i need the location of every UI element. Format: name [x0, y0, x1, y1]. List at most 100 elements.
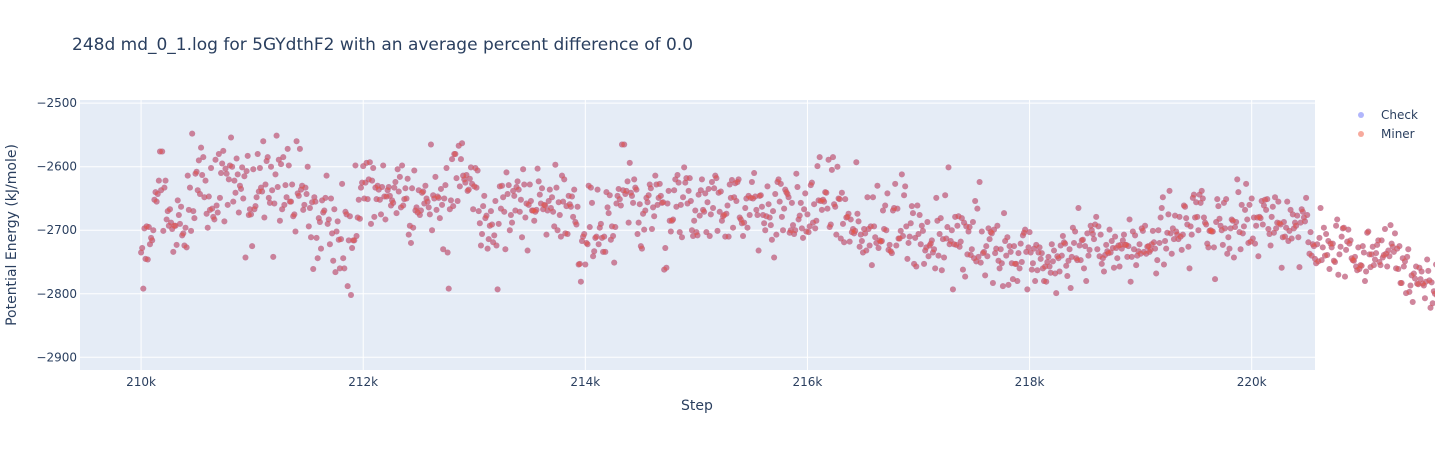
- data-point: [1059, 232, 1066, 239]
- data-point: [533, 206, 540, 213]
- data-point: [638, 245, 645, 252]
- data-point: [280, 154, 287, 161]
- data-point: [331, 206, 338, 213]
- legend-item-miner[interactable]: Miner: [1358, 127, 1415, 141]
- data-point: [1089, 231, 1096, 238]
- data-point: [713, 175, 720, 182]
- data-point: [303, 191, 310, 198]
- data-point: [761, 220, 768, 227]
- data-point: [751, 170, 758, 177]
- data-point: [768, 236, 775, 243]
- data-point: [1409, 299, 1416, 306]
- data-point: [1183, 215, 1190, 222]
- data-point: [555, 199, 562, 206]
- data-point: [1415, 281, 1422, 288]
- data-point: [370, 164, 377, 171]
- data-point: [366, 159, 373, 166]
- data-point: [1095, 223, 1102, 230]
- data-point: [1381, 225, 1388, 232]
- data-point: [1044, 259, 1051, 265]
- data-point: [340, 255, 347, 262]
- data-point: [1294, 212, 1301, 219]
- data-point: [216, 194, 223, 201]
- data-point: [1324, 252, 1331, 259]
- data-point: [998, 260, 1005, 267]
- data-point: [386, 192, 393, 199]
- data-point: [339, 180, 346, 187]
- data-point: [293, 138, 300, 145]
- data-point: [1071, 239, 1077, 246]
- y-tick-label: −2900: [36, 350, 77, 364]
- data-point: [1282, 233, 1289, 240]
- data-point: [968, 246, 975, 253]
- data-point: [832, 203, 839, 210]
- data-point: [742, 205, 749, 211]
- legend-item-check[interactable]: Check: [1358, 108, 1418, 122]
- data-point: [1076, 242, 1083, 249]
- data-point: [908, 203, 915, 210]
- legend-marker: [1358, 131, 1364, 137]
- data-point: [1048, 241, 1055, 248]
- data-point: [829, 154, 836, 161]
- data-point: [228, 134, 235, 141]
- data-point: [1378, 237, 1385, 244]
- data-point: [1239, 230, 1246, 237]
- data-point: [260, 138, 267, 145]
- data-point: [1203, 221, 1210, 228]
- data-point: [735, 176, 742, 183]
- data-point: [380, 162, 387, 169]
- data-point: [1345, 226, 1352, 233]
- data-point: [1133, 262, 1140, 269]
- data-point: [252, 203, 259, 210]
- data-point: [794, 184, 801, 191]
- data-point: [1167, 230, 1174, 237]
- data-point: [427, 141, 434, 148]
- data-point: [1235, 189, 1242, 196]
- data-point: [1233, 218, 1240, 225]
- data-point: [981, 248, 988, 255]
- data-point: [1152, 245, 1159, 252]
- data-point: [1371, 256, 1378, 263]
- data-point: [549, 194, 556, 201]
- data-point: [680, 194, 687, 201]
- data-point: [1114, 255, 1121, 262]
- data-point: [178, 203, 185, 210]
- data-point: [466, 175, 473, 182]
- data-point: [202, 177, 209, 184]
- data-point: [437, 185, 444, 192]
- data-point: [1157, 214, 1164, 221]
- data-point: [1083, 278, 1090, 285]
- data-point: [200, 154, 207, 161]
- data-point: [1429, 300, 1435, 307]
- data-point: [313, 234, 320, 241]
- data-point: [1316, 234, 1323, 241]
- data-point: [1255, 253, 1262, 260]
- data-point: [664, 200, 671, 207]
- data-point: [999, 283, 1006, 290]
- data-point: [641, 226, 648, 233]
- data-point: [170, 248, 177, 255]
- data-point: [909, 210, 916, 217]
- data-point: [956, 243, 963, 250]
- data-point: [341, 265, 348, 272]
- data-point: [864, 194, 871, 201]
- data-point: [1343, 246, 1350, 253]
- data-point: [726, 181, 733, 188]
- data-point: [716, 208, 723, 215]
- data-point: [869, 194, 876, 201]
- data-point: [723, 210, 730, 217]
- data-point: [1100, 268, 1107, 275]
- data-point: [1272, 194, 1279, 201]
- data-point: [1421, 295, 1428, 302]
- data-point: [1293, 222, 1300, 229]
- data-point: [591, 248, 598, 255]
- data-point: [425, 204, 432, 211]
- data-point: [1417, 276, 1424, 283]
- data-point: [150, 227, 157, 234]
- data-point: [145, 224, 152, 231]
- data-point: [326, 241, 333, 248]
- data-point: [959, 266, 966, 273]
- data-point: [215, 151, 222, 157]
- data-point: [975, 253, 982, 260]
